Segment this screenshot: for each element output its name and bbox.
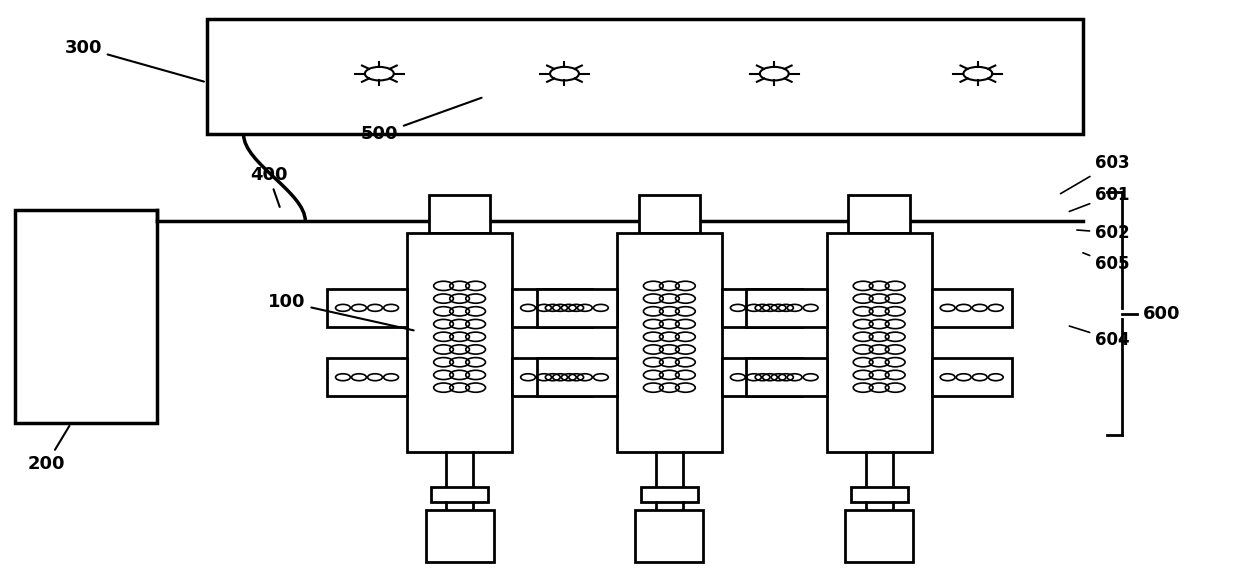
Bar [429, 195, 491, 232]
Bar [931, 358, 1012, 396]
Text: 601: 601 [1069, 186, 1130, 211]
Bar [327, 358, 407, 396]
Bar [512, 289, 593, 327]
Bar [827, 232, 931, 453]
Text: 500: 500 [361, 98, 481, 144]
Text: 400: 400 [249, 166, 288, 207]
Bar [848, 195, 910, 232]
Bar [537, 358, 618, 396]
Bar [537, 289, 618, 327]
Bar [425, 510, 494, 562]
Text: 100: 100 [268, 293, 414, 331]
Text: 600: 600 [1143, 304, 1180, 322]
Bar [618, 232, 722, 453]
Bar [846, 510, 913, 562]
Bar [512, 358, 593, 396]
Bar [432, 487, 489, 501]
Bar [931, 289, 1012, 327]
Bar [207, 19, 1083, 134]
Bar [851, 487, 908, 501]
Bar [327, 289, 407, 327]
Bar [746, 358, 827, 396]
Bar [407, 232, 512, 453]
Text: 602: 602 [1076, 224, 1130, 242]
Bar [722, 289, 802, 327]
Bar [641, 487, 698, 501]
Bar [746, 289, 827, 327]
Text: 603: 603 [1060, 155, 1130, 193]
Bar [15, 210, 157, 424]
Text: 604: 604 [1069, 326, 1130, 349]
Text: 300: 300 [64, 39, 203, 81]
Bar [722, 358, 802, 396]
Bar [639, 195, 701, 232]
Text: 200: 200 [27, 426, 69, 473]
Text: 605: 605 [1083, 253, 1130, 274]
Bar [635, 510, 703, 562]
